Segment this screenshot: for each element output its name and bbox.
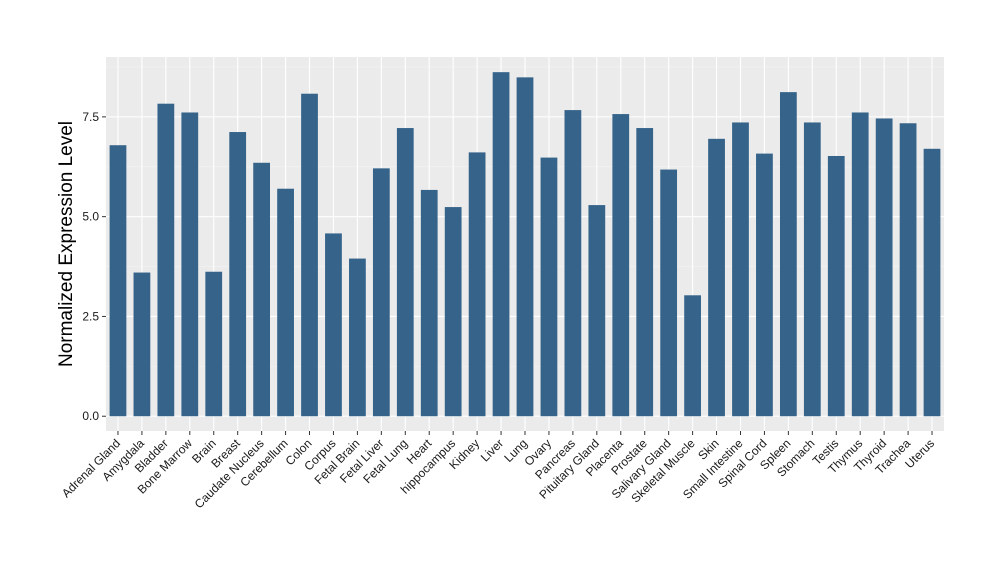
bar xyxy=(301,93,318,417)
bar xyxy=(564,110,582,417)
bar xyxy=(229,132,247,417)
bar xyxy=(684,295,701,417)
bar xyxy=(181,112,199,417)
x-tick-label: Liver xyxy=(478,436,506,464)
bar xyxy=(396,128,414,417)
bar xyxy=(636,128,654,417)
bar xyxy=(253,162,271,417)
y-tick-label: 7.5 xyxy=(82,110,99,124)
bar xyxy=(732,122,749,417)
bar xyxy=(444,207,462,417)
y-tick-label: 5.0 xyxy=(82,210,99,224)
bar xyxy=(157,103,175,417)
bar xyxy=(827,155,845,417)
y-tick-label: 0.0 xyxy=(82,409,99,423)
bar xyxy=(756,153,773,417)
bar xyxy=(420,189,438,417)
bars xyxy=(109,72,941,417)
bar xyxy=(660,169,678,417)
bar xyxy=(205,271,223,417)
bar xyxy=(851,112,869,417)
bar xyxy=(516,77,534,417)
bar xyxy=(277,188,294,417)
bar xyxy=(779,92,797,417)
bar xyxy=(875,118,893,417)
bar xyxy=(109,145,127,417)
y-axis-title: Normalized Expression Level xyxy=(56,121,77,367)
bar xyxy=(372,168,390,417)
bar xyxy=(492,72,510,417)
bar xyxy=(349,258,366,417)
bar xyxy=(468,152,486,417)
bar xyxy=(899,123,917,417)
bar xyxy=(612,114,630,417)
bar xyxy=(540,157,558,417)
bar xyxy=(325,233,342,417)
bar xyxy=(803,122,821,417)
y-axis: 0.0 2.5 5.0 7.5 xyxy=(82,110,106,423)
bar xyxy=(923,148,941,417)
bar xyxy=(708,138,725,417)
bar xyxy=(588,205,606,417)
y-tick-label: 2.5 xyxy=(82,309,99,323)
bar xyxy=(133,272,151,417)
